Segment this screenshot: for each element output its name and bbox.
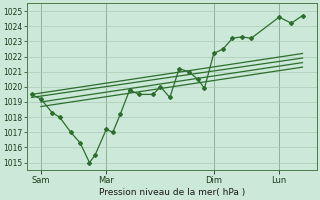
X-axis label: Pression niveau de la mer( hPa ): Pression niveau de la mer( hPa ) [99,188,245,197]
